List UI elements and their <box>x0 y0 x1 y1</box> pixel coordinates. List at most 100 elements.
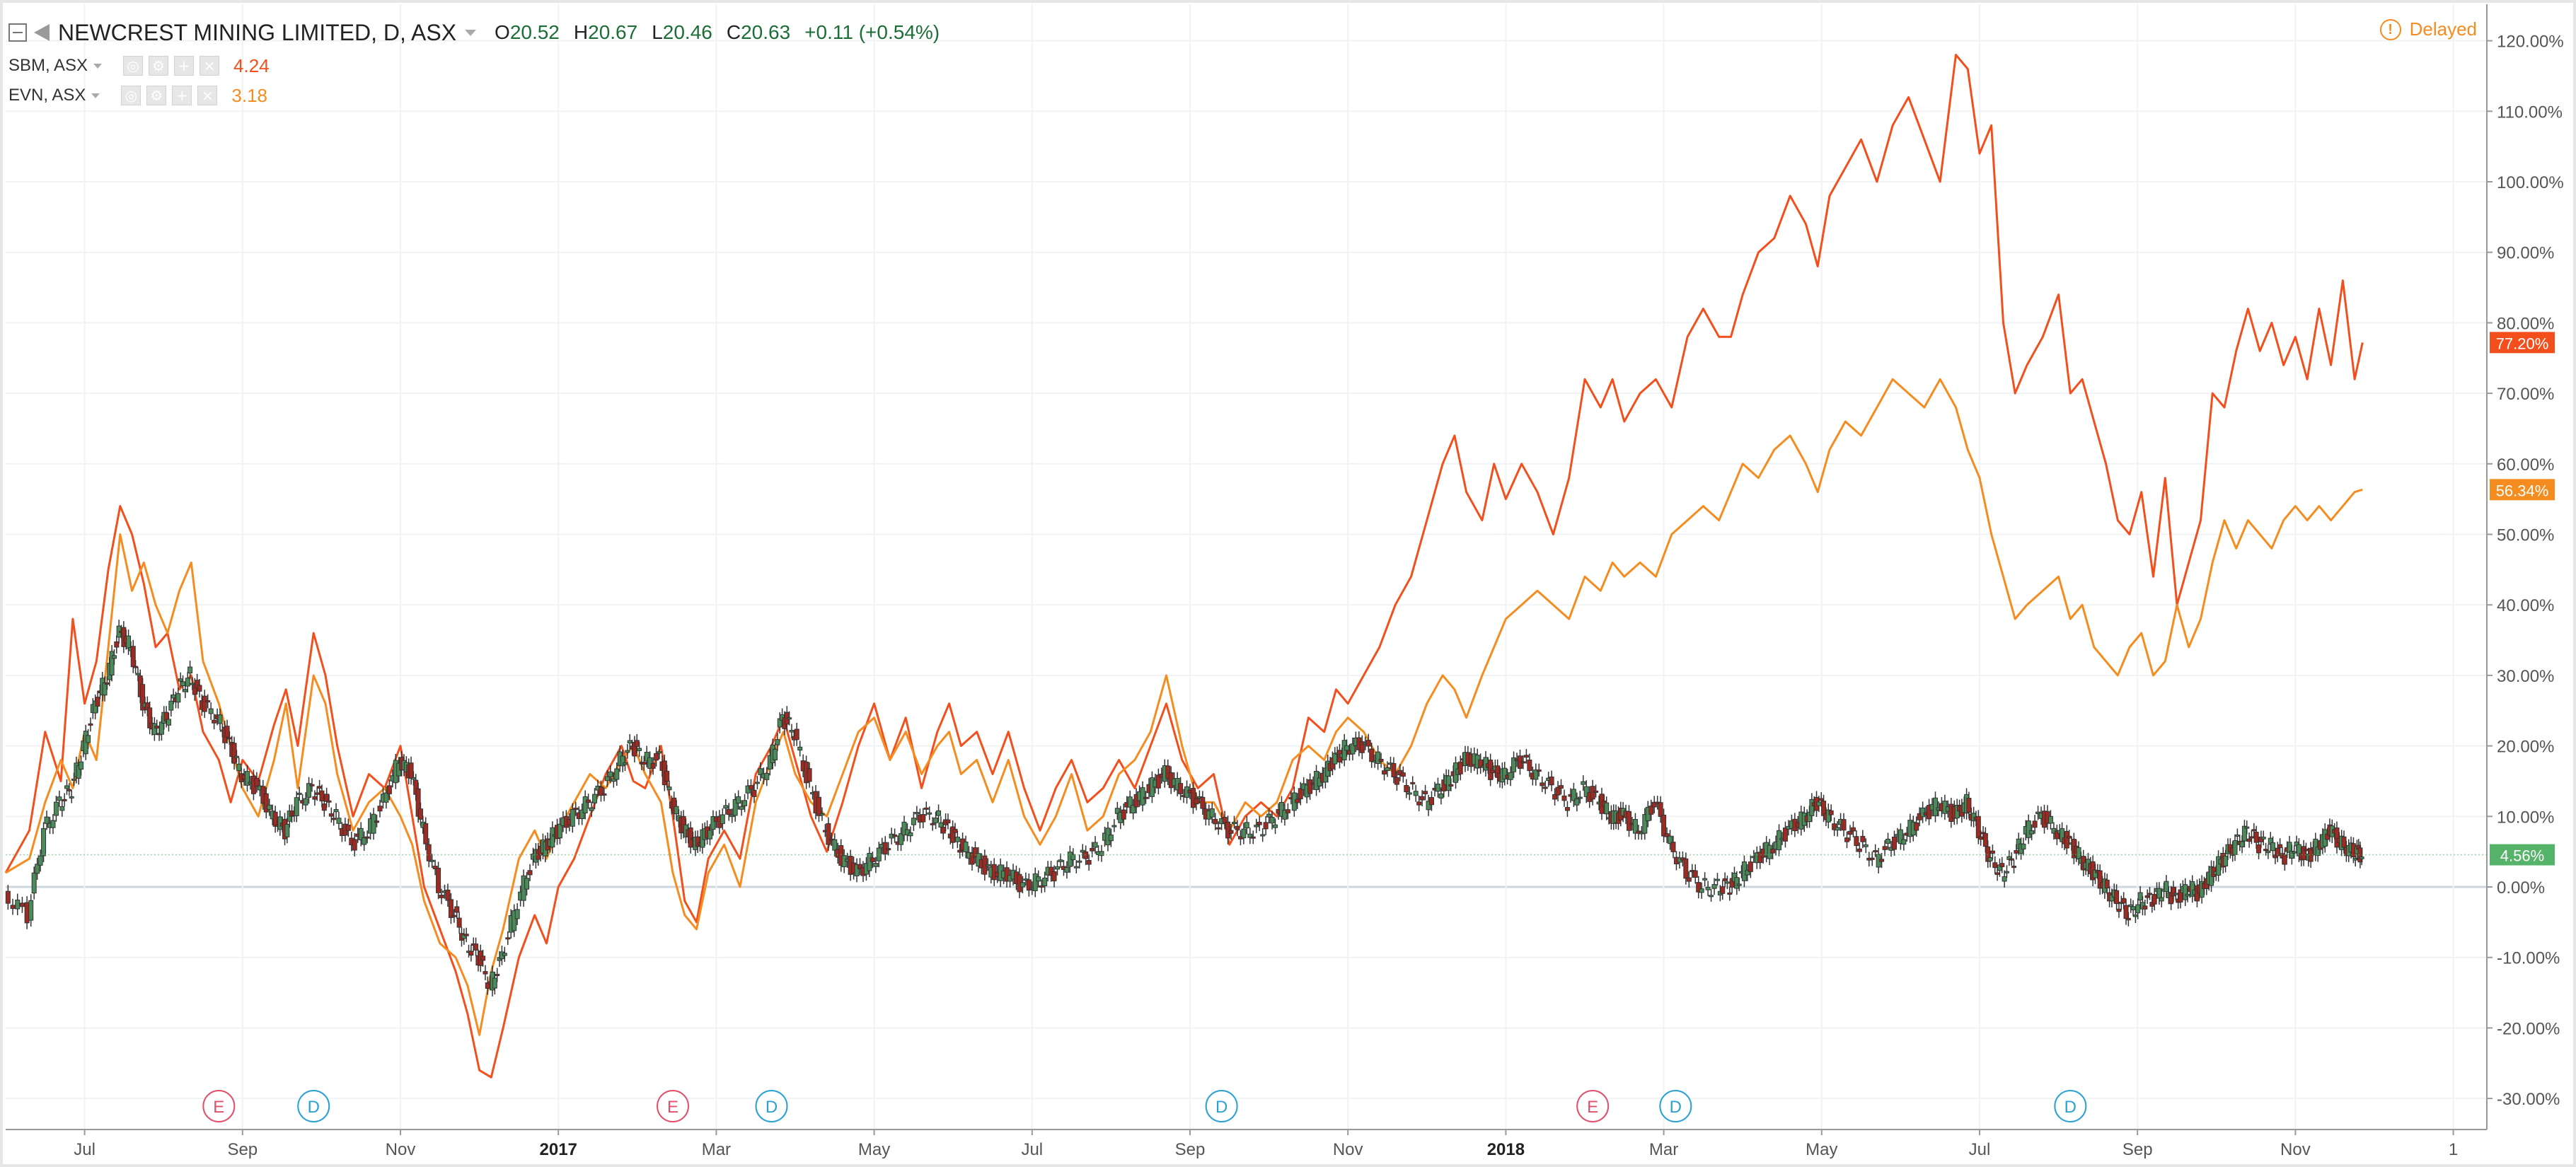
candle-body <box>1994 872 2000 875</box>
candle-body <box>1856 848 1862 852</box>
candle-body <box>429 859 435 862</box>
series-name[interactable]: EVN, ASX <box>8 86 86 105</box>
candle-body <box>1898 829 1903 844</box>
earnings-marker <box>202 1090 236 1122</box>
candle-body <box>126 635 132 649</box>
candle-body <box>2002 876 2007 882</box>
candle-body <box>130 646 136 668</box>
candle-body <box>296 792 302 795</box>
candle-body <box>764 772 770 780</box>
gear-icon[interactable]: ⚙ <box>146 86 167 105</box>
candle-body <box>2047 815 2053 824</box>
candle-body <box>1086 859 1092 865</box>
candle-body <box>1696 882 1702 893</box>
candle-body <box>1178 783 1184 794</box>
candle-body <box>57 796 62 801</box>
delayed-label: Delayed <box>2409 18 2477 40</box>
candle-body <box>1269 816 1275 824</box>
candle-body <box>2104 879 2110 889</box>
candle-body <box>1273 824 1278 828</box>
candle-body <box>650 762 656 769</box>
candle-body <box>212 719 217 724</box>
candle-body <box>1549 776 1554 786</box>
open-value: O20.52 <box>495 21 560 43</box>
candle-body <box>2152 894 2157 905</box>
candle-body <box>1914 822 1919 831</box>
collapse-icon[interactable] <box>8 23 27 42</box>
symbol-title[interactable]: NEWCREST MINING LIMITED, D, ASX <box>58 19 457 45</box>
candle-body <box>1891 836 1897 850</box>
candle-body <box>495 974 500 977</box>
x-tick-label: 2018 <box>1487 1140 1525 1159</box>
candle-body <box>749 785 754 790</box>
plus-icon[interactable]: + <box>172 86 192 105</box>
candle-body <box>505 937 511 940</box>
candle-body <box>410 777 416 780</box>
candle-body <box>28 900 34 921</box>
candle-body <box>205 700 211 703</box>
candle-body <box>383 792 389 803</box>
eye-icon[interactable]: ◎ <box>123 56 144 76</box>
chevron-down-icon[interactable] <box>93 63 103 69</box>
candle-body <box>1879 859 1885 862</box>
candle-body <box>710 816 716 830</box>
event-marker-label: D <box>1670 1098 1682 1117</box>
candle-body <box>2026 820 2031 838</box>
candle-body <box>319 790 325 802</box>
candle-body <box>1143 796 1149 799</box>
x-tick-label: May <box>1806 1140 1837 1159</box>
candle-body <box>2248 836 2254 839</box>
series-name[interactable]: SBM, ASX <box>8 56 88 75</box>
candle-body <box>1828 810 1834 815</box>
x-tick-label: Nov <box>2280 1140 2311 1159</box>
candle-body <box>1978 836 1984 840</box>
candle-body <box>1235 825 1240 830</box>
candle-body <box>1692 870 1698 878</box>
candle-body <box>2352 857 2358 861</box>
candle-body <box>183 689 188 692</box>
candle-body <box>1090 847 1095 852</box>
candle-body <box>358 828 364 841</box>
chevron-down-icon[interactable] <box>465 29 477 36</box>
x-tick-label: Jul <box>74 1140 96 1159</box>
candle-body <box>1850 827 1856 832</box>
y-tick-label: 80.00% <box>2497 314 2554 333</box>
candle-body <box>1423 791 1428 794</box>
candle-body <box>1626 811 1631 831</box>
candle-body <box>1378 758 1384 762</box>
y-tick-label: 20.00% <box>2497 738 2554 757</box>
candle-body <box>317 786 323 789</box>
candle-body <box>832 839 838 851</box>
close-icon[interactable]: × <box>200 56 220 76</box>
candle-body <box>732 799 738 816</box>
candle-body <box>10 905 16 909</box>
candle-body <box>512 910 517 931</box>
candle-body <box>1933 797 1939 817</box>
delayed-status[interactable]: ! Delayed <box>2379 18 2477 40</box>
candle-body <box>1511 757 1517 772</box>
plus-icon[interactable]: + <box>174 56 195 76</box>
series-line-sbm <box>4 54 2364 1079</box>
candle-body <box>1108 834 1114 842</box>
chevron-down-icon[interactable] <box>91 93 100 98</box>
candle-body <box>2132 915 2138 917</box>
close-icon[interactable]: × <box>197 86 218 105</box>
candle-body <box>5 890 11 904</box>
candle-body <box>1428 797 1434 806</box>
candle-body <box>1244 822 1249 829</box>
candle-body <box>598 786 603 796</box>
flag-icon[interactable] <box>34 24 50 41</box>
candle-body <box>483 971 488 975</box>
last-value-badge <box>2490 332 2555 354</box>
last-value-badge <box>2490 844 2555 866</box>
candle-body <box>923 807 929 810</box>
candle-body <box>1247 833 1253 838</box>
candle-body <box>1266 813 1272 818</box>
candle-body <box>592 794 598 803</box>
candle-body <box>754 782 760 784</box>
gear-icon[interactable]: ⚙ <box>149 56 169 76</box>
eye-icon[interactable]: ◎ <box>121 86 141 105</box>
candle-body <box>1282 810 1288 820</box>
